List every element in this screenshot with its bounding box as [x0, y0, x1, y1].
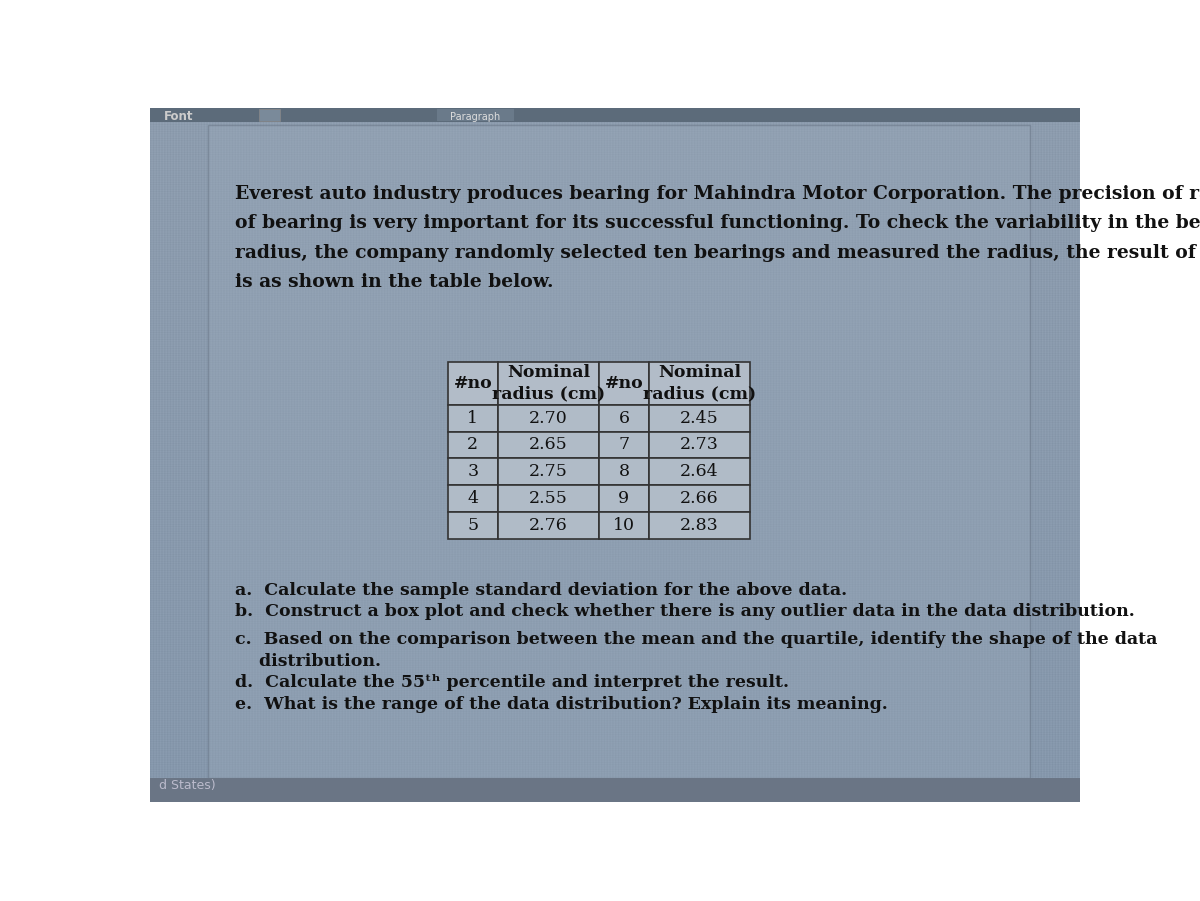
Text: 7: 7 [618, 436, 630, 453]
Bar [599, 486, 649, 513]
Bar [150, 778, 1080, 802]
Bar [649, 513, 750, 540]
Text: 2: 2 [467, 436, 479, 453]
Text: d States): d States) [160, 779, 216, 792]
Bar [649, 459, 750, 486]
Text: Nominal
radius (cm): Nominal radius (cm) [643, 364, 756, 403]
Text: 2.66: 2.66 [680, 490, 719, 507]
Bar [498, 432, 599, 459]
Text: c.  Based on the comparison between the mean and the quartile, identify the shap: c. Based on the comparison between the m… [235, 631, 1158, 648]
Bar [448, 432, 498, 459]
Text: 2.83: 2.83 [680, 517, 719, 534]
Bar [599, 405, 649, 432]
Text: Everest auto industry produces bearing for Mahindra Motor Corporation. The preci: Everest auto industry produces bearing f… [235, 185, 1200, 203]
Text: 2.76: 2.76 [529, 517, 568, 534]
Text: 10: 10 [613, 517, 635, 534]
Bar [498, 486, 599, 513]
Text: of bearing is very important for its successful functioning. To check the variab: of bearing is very important for its suc… [235, 214, 1200, 232]
Text: 9: 9 [618, 490, 630, 507]
Text: 6: 6 [618, 410, 630, 426]
Bar [437, 109, 515, 122]
Text: e.  What is the range of the data distribution? Explain its meaning.: e. What is the range of the data distrib… [235, 696, 888, 713]
Bar [498, 459, 599, 486]
Bar [150, 108, 1080, 122]
Text: d.  Calculate the 55ᵗʰ percentile and interpret the result.: d. Calculate the 55ᵗʰ percentile and int… [235, 674, 790, 691]
Bar [599, 513, 649, 540]
Text: Paragraph: Paragraph [450, 112, 500, 122]
Text: 2.55: 2.55 [529, 490, 568, 507]
Bar [498, 513, 599, 540]
Bar [649, 362, 750, 405]
Text: b.  Construct a box plot and check whether there is any outlier data in the data: b. Construct a box plot and check whethe… [235, 604, 1135, 620]
Text: radius, the company randomly selected ten bearings and measured the radius, the : radius, the company randomly selected te… [235, 243, 1200, 261]
Text: 3: 3 [467, 463, 479, 480]
Bar [448, 486, 498, 513]
Text: 1: 1 [467, 410, 479, 426]
Bar [649, 432, 750, 459]
Bar [448, 459, 498, 486]
Bar [448, 405, 498, 432]
Bar [599, 459, 649, 486]
Bar [208, 125, 1030, 778]
Bar [649, 405, 750, 432]
Text: 2.70: 2.70 [529, 410, 568, 426]
Bar [448, 513, 498, 540]
Text: 2.65: 2.65 [529, 436, 568, 453]
Text: is as shown in the table below.: is as shown in the table below. [235, 273, 553, 291]
Text: 4: 4 [467, 490, 479, 507]
Text: 2.45: 2.45 [680, 410, 719, 426]
Text: 8: 8 [618, 463, 630, 480]
Text: 5: 5 [467, 517, 479, 534]
Bar [498, 362, 599, 405]
Text: #no: #no [605, 375, 643, 392]
Text: Nominal
radius (cm): Nominal radius (cm) [492, 364, 605, 403]
Bar [448, 362, 498, 405]
Text: a.  Calculate the sample standard deviation for the above data.: a. Calculate the sample standard deviati… [235, 582, 847, 598]
Text: #no: #no [454, 375, 492, 392]
Bar [649, 486, 750, 513]
Bar [498, 405, 599, 432]
Text: 2.75: 2.75 [529, 463, 568, 480]
Bar [599, 362, 649, 405]
Text: Font: Font [164, 110, 193, 123]
Text: distribution.: distribution. [235, 652, 382, 669]
Bar [599, 432, 649, 459]
Text: 2.64: 2.64 [680, 463, 719, 480]
Text: 2.73: 2.73 [680, 436, 719, 453]
Bar [258, 109, 281, 122]
